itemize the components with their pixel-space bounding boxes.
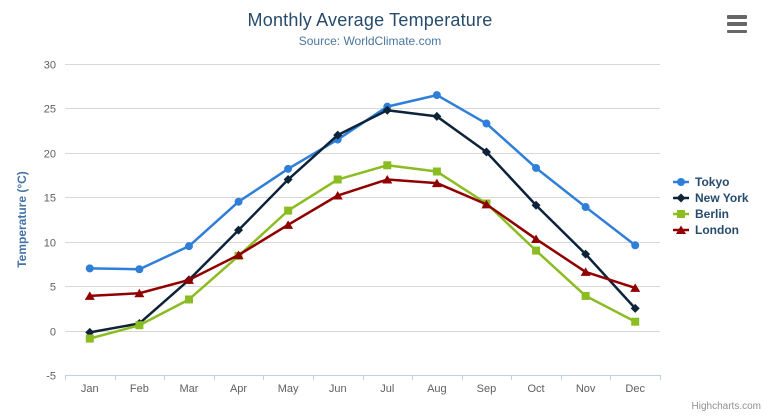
legend-item-new-york[interactable]: New York: [672, 190, 749, 206]
legend-label: New York: [695, 191, 749, 205]
data-point-marker-new-york[interactable]: [382, 105, 392, 115]
y-axis-tick-label: 15: [44, 193, 56, 205]
data-point-marker-berlin[interactable]: [184, 295, 193, 304]
data-point-marker-new-york[interactable]: [283, 175, 293, 185]
data-point-marker-tokyo[interactable]: [85, 264, 94, 273]
data-point-marker-new-york[interactable]: [234, 225, 244, 235]
data-point-marker-london[interactable]: [183, 275, 194, 284]
data-point-marker-tokyo[interactable]: [284, 164, 293, 173]
legend-marker: [677, 178, 685, 186]
data-point-marker-berlin[interactable]: [532, 246, 541, 255]
data-point-marker-tokyo[interactable]: [184, 242, 193, 251]
data-point-marker-tokyo[interactable]: [532, 163, 541, 172]
legend-marker: [677, 210, 685, 218]
y-axis-title: Temperature (°C): [15, 171, 29, 268]
highcharts-credit[interactable]: Highcharts.com: [691, 401, 761, 412]
series-line-tokyo[interactable]: [88, 93, 637, 271]
hamburger-bar: [727, 15, 747, 19]
x-axis-category-label: Nov: [576, 383, 596, 395]
chart-title: Monthly Average Temperature: [247, 10, 493, 30]
legend-label: London: [695, 223, 739, 237]
data-point-marker-tokyo[interactable]: [432, 91, 441, 100]
data-point-marker-london[interactable]: [332, 191, 343, 200]
hamburger-bar: [727, 29, 747, 33]
data-point-marker-london[interactable]: [630, 283, 641, 292]
legend-marker: [676, 225, 686, 234]
data-point-marker-new-york[interactable]: [531, 200, 541, 210]
x-axis-category-label: Feb: [130, 383, 149, 395]
data-point-marker-berlin[interactable]: [383, 161, 392, 170]
y-axis-tick-label: 0: [50, 327, 56, 339]
data-point-marker-london[interactable]: [134, 288, 145, 298]
data-point-marker-london[interactable]: [233, 250, 244, 260]
series-line-berlin[interactable]: [88, 164, 637, 340]
circle-marker-icon: [673, 178, 689, 186]
x-axis-category-label: Jul: [380, 383, 394, 395]
y-axis-tick-label: -5: [46, 371, 56, 383]
data-point-marker-london[interactable]: [481, 199, 492, 209]
diamond-marker-icon: [673, 193, 689, 203]
legend-marker: [676, 193, 686, 203]
data-point-marker-london[interactable]: [283, 220, 294, 229]
x-axis-category-label: Aug: [427, 383, 447, 395]
y-axis-tick-label: 5: [50, 282, 56, 294]
legend: Tokyo New York Berlin London: [672, 174, 749, 238]
data-point-marker-london[interactable]: [431, 178, 442, 188]
x-axis-category-label: Mar: [179, 383, 198, 395]
data-point-marker-new-york[interactable]: [581, 249, 591, 259]
data-point-marker-berlin[interactable]: [135, 321, 144, 330]
data-point-marker-berlin[interactable]: [432, 167, 441, 176]
data-point-marker-london[interactable]: [580, 267, 591, 276]
x-axis-category-label: Jan: [81, 383, 99, 395]
legend-item-tokyo[interactable]: Tokyo: [672, 174, 749, 190]
data-point-marker-new-york[interactable]: [481, 147, 491, 157]
x-axis-category-label: Sep: [477, 383, 497, 395]
data-point-marker-tokyo[interactable]: [135, 265, 144, 274]
y-axis-tick-label: 30: [44, 60, 56, 72]
data-point-marker-berlin[interactable]: [333, 175, 342, 184]
x-axis-category-label: Jun: [329, 383, 347, 395]
x-axis-category-label: Dec: [625, 383, 645, 395]
legend-item-berlin[interactable]: Berlin: [672, 206, 749, 222]
data-point-marker-berlin[interactable]: [284, 206, 293, 215]
series-line-new-york[interactable]: [88, 108, 637, 334]
hamburger-menu-icon[interactable]: [727, 14, 749, 34]
data-point-marker-berlin[interactable]: [631, 317, 640, 326]
series-line-london[interactable]: [88, 178, 637, 298]
data-point-marker-tokyo[interactable]: [581, 203, 590, 212]
data-point-marker-tokyo[interactable]: [234, 197, 243, 206]
triangle-marker-icon: [673, 225, 689, 234]
x-axis-category-label: Apr: [230, 383, 247, 395]
data-point-marker-berlin[interactable]: [85, 334, 94, 343]
x-axis-category-label: May: [278, 383, 299, 395]
data-point-marker-new-york[interactable]: [333, 130, 343, 140]
y-axis-tick-label: 10: [44, 238, 56, 250]
square-marker-icon: [673, 210, 689, 218]
data-point-marker-london[interactable]: [531, 234, 542, 244]
data-point-marker-tokyo[interactable]: [482, 119, 491, 128]
y-axis-tick-label: 25: [44, 104, 56, 116]
data-point-marker-london[interactable]: [84, 291, 95, 300]
data-point-marker-london[interactable]: [382, 175, 393, 184]
data-point-marker-new-york[interactable]: [432, 111, 442, 121]
legend-label: Berlin: [695, 207, 730, 221]
legend-item-london[interactable]: London: [672, 222, 749, 238]
x-axis-category-label: Oct: [527, 383, 544, 395]
data-point-marker-berlin[interactable]: [581, 291, 590, 300]
y-axis-tick-label: 20: [44, 149, 56, 161]
chart-subtitle: Source: WorldClimate.com: [298, 34, 442, 48]
data-point-marker-tokyo[interactable]: [631, 241, 640, 250]
legend-label: Tokyo: [695, 175, 730, 189]
hamburger-bar: [727, 22, 747, 26]
data-point-marker-new-york[interactable]: [630, 303, 640, 313]
